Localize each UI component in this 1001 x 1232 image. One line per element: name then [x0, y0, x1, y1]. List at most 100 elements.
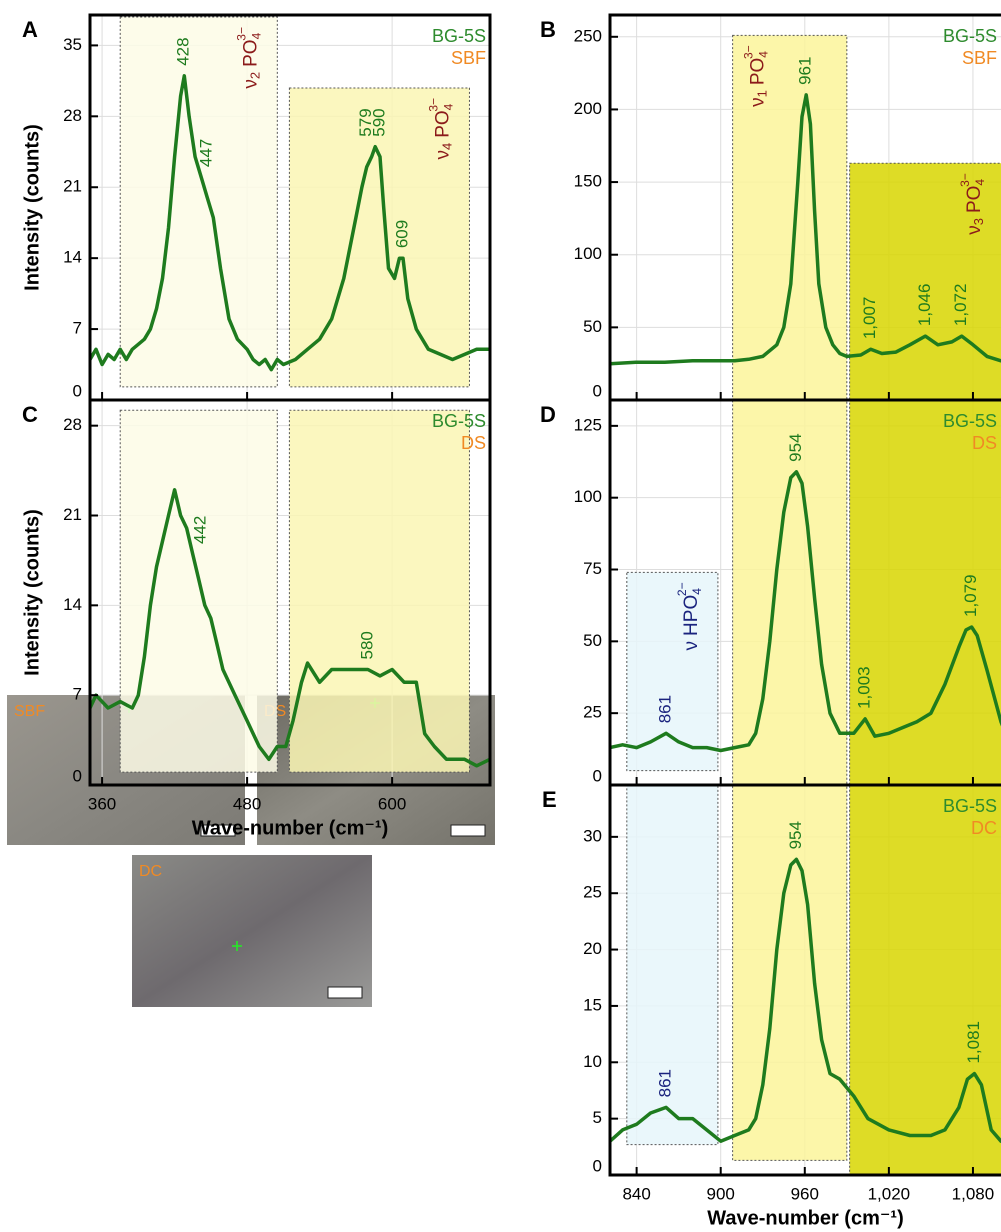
condition: DS	[972, 433, 997, 453]
panel: ν2PO43−ν4PO43−BG-5SSBF428447579590609071…	[21, 13, 492, 402]
band-label-part: 3−	[958, 173, 972, 187]
panel-letter: E	[542, 787, 557, 812]
axis-frame	[88, 398, 492, 787]
peak-label: 861	[656, 695, 675, 723]
peak-label: 861	[656, 1069, 675, 1097]
peak-label: 1,081	[964, 1021, 983, 1064]
y-tick-label: 30	[583, 826, 602, 845]
band	[119, 16, 278, 388]
panel-letter: C	[22, 402, 38, 427]
y-tick-label: 15	[583, 995, 602, 1014]
y-axis-title: Intensity (counts)	[21, 509, 43, 676]
y-tick-label: 100	[574, 487, 602, 506]
panel-letter: D	[540, 402, 556, 427]
y-tick-label: 14	[63, 595, 82, 614]
band-label-part: ν	[748, 97, 769, 107]
x-tick-label: 960	[791, 1184, 819, 1203]
plot-area	[90, 400, 490, 785]
band	[626, 785, 719, 1146]
panel-letter: B	[540, 17, 556, 42]
y-tick-label: 75	[583, 559, 602, 578]
peak-label: 1,007	[860, 297, 879, 340]
peak-label: 579	[356, 108, 375, 136]
x-tick-label: 600	[378, 794, 406, 813]
peak-label: 1,072	[951, 284, 970, 327]
spectrum-line	[610, 93, 1001, 366]
plot-area	[610, 15, 1001, 400]
plot-area	[610, 785, 1001, 1175]
y-tick-label: 25	[583, 703, 602, 722]
y-tick-label: 0	[73, 381, 82, 400]
x-tick-label: 360	[88, 794, 116, 813]
micrograph-image	[132, 855, 372, 1007]
peak-label: 590	[370, 108, 389, 136]
spectrum-line	[90, 74, 490, 372]
band-label-part: 3−	[742, 45, 756, 59]
band-label-part: ν	[964, 225, 985, 235]
band-label: ν3 PO43−	[958, 173, 987, 235]
y-tick-label: 50	[583, 317, 602, 336]
y-tick-label: 5	[593, 1108, 602, 1127]
band	[626, 571, 719, 772]
y-tick-label: 20	[583, 939, 602, 958]
band-label-part: 4	[690, 588, 704, 595]
band	[732, 785, 848, 1161]
band-label-part: 4	[440, 143, 455, 150]
condition: DS	[461, 433, 486, 453]
y-tick-label: 200	[574, 99, 602, 118]
spectrum-line	[610, 857, 1001, 1143]
sample-name: BG-5S	[943, 26, 997, 46]
band-label-part: PO	[240, 39, 261, 66]
band-label-part: 2−	[675, 582, 689, 596]
peak-label: 447	[197, 139, 216, 167]
band-label-part: 3	[971, 218, 986, 225]
spectrum-line	[610, 470, 1001, 753]
x-axis-title: Wave-number (cm⁻¹)	[707, 1207, 904, 1229]
axis-frame	[608, 783, 1001, 1177]
y-axis-title: Intensity (counts)	[21, 124, 43, 291]
plot-area	[90, 15, 490, 400]
panel-letter: A	[22, 17, 38, 42]
band	[119, 409, 278, 773]
x-tick-label: 900	[707, 1184, 735, 1203]
y-tick-label: 7	[73, 319, 82, 338]
x-tick-label: 1,080	[952, 1184, 995, 1203]
band-label-part: HPO	[681, 595, 702, 636]
peak-label: 961	[796, 57, 815, 85]
peak-label: 1,046	[915, 284, 934, 327]
band-label-part: PO	[432, 110, 453, 137]
condition: SBF	[451, 48, 486, 68]
y-tick-label: 28	[63, 106, 82, 125]
peak-label: 954	[786, 433, 805, 461]
y-tick-label: 0	[593, 1156, 602, 1175]
condition: SBF	[962, 48, 997, 68]
condition: DC	[971, 818, 997, 838]
peak-label: 428	[174, 37, 193, 65]
band-label-part: 4	[757, 51, 771, 58]
band-label: ν2 PO43−	[234, 27, 263, 89]
micrograph-label: DC	[139, 863, 162, 880]
micrograph-label: SBF	[14, 703, 45, 720]
y-tick-label: 28	[63, 415, 82, 434]
y-tick-label: 50	[583, 631, 602, 650]
plot-area	[610, 400, 1001, 785]
band	[288, 409, 470, 773]
sample-name: BG-5S	[432, 411, 486, 431]
scale-bar	[450, 824, 486, 837]
micrograph: DC	[132, 855, 372, 1007]
band	[732, 34, 848, 400]
band-label-part: ν	[681, 641, 702, 651]
band-label-part: ν	[432, 150, 453, 160]
band-label-part: 1	[755, 90, 770, 97]
scale-bar	[327, 986, 363, 999]
band	[849, 162, 1001, 400]
y-tick-label: 0	[73, 766, 82, 785]
crosshair	[232, 941, 242, 951]
y-tick-label: 0	[593, 766, 602, 785]
sample-name: BG-5S	[432, 26, 486, 46]
band-label: ν4PO43−	[427, 98, 456, 160]
